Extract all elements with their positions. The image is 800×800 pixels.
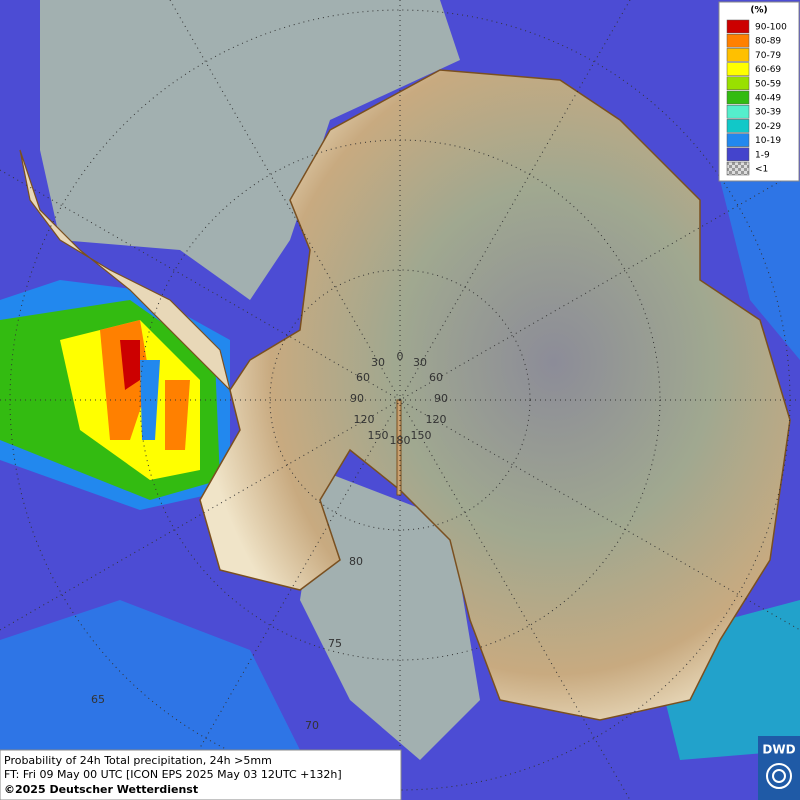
grid-label: 30	[371, 356, 385, 369]
grid-label: 65	[91, 693, 105, 706]
antarctica	[199, 69, 791, 721]
antarctic-peninsula	[19, 149, 232, 392]
legend-swatch	[726, 133, 750, 147]
grid-label: 90	[434, 392, 448, 405]
precip-area	[120, 340, 140, 390]
legend-swatch	[726, 147, 750, 162]
grid-label: 90	[350, 392, 364, 405]
grid-label: 150	[411, 429, 432, 442]
legend-label: 50-59	[755, 79, 781, 89]
grid-label: 70	[305, 719, 319, 732]
precip-area	[0, 600, 300, 750]
no-precip-area	[300, 470, 480, 760]
grid-label: 0	[397, 350, 404, 363]
legend-swatch	[726, 161, 750, 176]
grid-label: 120	[354, 413, 375, 426]
legend-label: 30-39	[755, 108, 781, 118]
precip-area	[165, 380, 190, 450]
logo	[758, 736, 800, 800]
legend-label: 20-29	[755, 122, 781, 132]
grid-label: 60	[429, 371, 443, 384]
grid-label: 120	[426, 413, 447, 426]
legend-label: 10-19	[755, 136, 781, 146]
legend-label: 60-69	[755, 65, 781, 75]
precip-area	[720, 180, 800, 360]
no-precip-area	[40, 0, 460, 300]
grid-label: 60	[356, 371, 370, 384]
footer-line: FT: Fri 09 May 00 UTC [ICON EPS 2025 May…	[4, 768, 342, 781]
legend-swatch	[726, 104, 750, 119]
logo-icon	[766, 763, 792, 789]
logo-text: DWD	[762, 743, 795, 757]
grid-label: 75	[328, 637, 342, 650]
legend: (%) 90-100 80-89 70-79 60-69 50-59 40-49 30-39…	[718, 1, 800, 182]
legend-label: 70-79	[755, 51, 781, 61]
legend-swatch	[726, 62, 750, 76]
legend-swatch	[726, 119, 750, 133]
grid-label: 80	[349, 555, 363, 568]
legend-swatch	[726, 90, 750, 105]
legend-swatch	[726, 19, 750, 34]
grid-label: 180	[390, 434, 411, 447]
footer-line: Probability of 24h Total precipitation, …	[4, 754, 272, 767]
legend-title: (%)	[750, 6, 767, 16]
footer-box	[0, 749, 402, 800]
legend-label: 90-100	[755, 23, 787, 33]
legend-swatch	[726, 33, 750, 48]
legend-label: <1	[755, 165, 768, 175]
grid-label: 150	[368, 429, 389, 442]
legend-label: 80-89	[755, 37, 781, 47]
grid-label: 30	[413, 356, 427, 369]
legend-swatch	[726, 48, 750, 62]
legend-label: 40-49	[755, 94, 781, 104]
legend-swatch	[726, 76, 750, 91]
legend-label: 1-9	[755, 150, 770, 160]
footer-line: ©2025 Deutscher Wetterdienst	[4, 783, 198, 796]
